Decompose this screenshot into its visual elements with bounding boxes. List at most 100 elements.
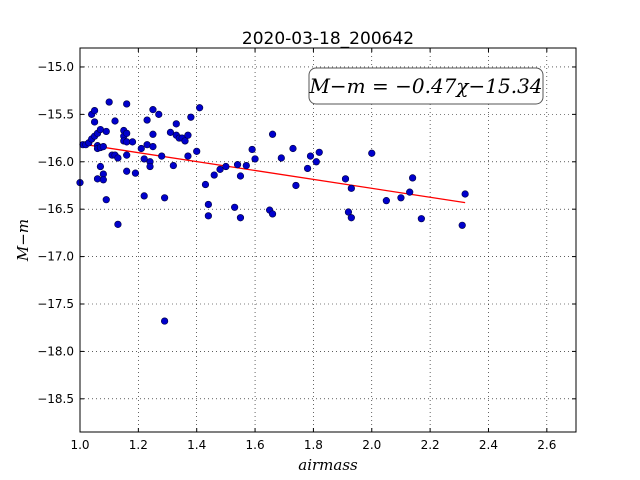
data-point bbox=[166, 128, 175, 136]
data-point bbox=[368, 149, 376, 157]
x-tick-label: 1.2 bbox=[129, 438, 148, 452]
data-point bbox=[149, 130, 157, 138]
data-point bbox=[277, 154, 285, 162]
data-point bbox=[90, 118, 99, 126]
data-point bbox=[128, 138, 137, 146]
data-point bbox=[169, 161, 177, 170]
data-point bbox=[196, 104, 204, 112]
data-point bbox=[102, 127, 110, 136]
data-point bbox=[347, 214, 355, 222]
data-point bbox=[312, 158, 320, 166]
data-point bbox=[248, 145, 256, 154]
data-points bbox=[76, 98, 469, 325]
data-point bbox=[149, 106, 157, 114]
data-point bbox=[137, 144, 145, 153]
data-point bbox=[99, 176, 107, 184]
data-point bbox=[184, 152, 192, 160]
data-point bbox=[204, 200, 212, 209]
data-point bbox=[99, 143, 107, 151]
data-point bbox=[105, 98, 113, 106]
data-point bbox=[341, 175, 350, 183]
y-axis-label: M−m bbox=[14, 219, 32, 262]
data-point bbox=[161, 317, 169, 325]
y-tick-label: −16.0 bbox=[37, 155, 74, 169]
data-point bbox=[155, 110, 163, 118]
data-point bbox=[397, 194, 405, 202]
data-point bbox=[231, 203, 239, 211]
x-tick-label: 2.2 bbox=[421, 438, 440, 452]
x-axis-ticks: 1.0 1.2 1.4 1.6 1.8 2.0 2.2 2.4 2.6 bbox=[70, 48, 556, 452]
annotation-box-border bbox=[308, 67, 544, 105]
data-point bbox=[268, 130, 277, 138]
data-point bbox=[315, 148, 323, 156]
data-point bbox=[123, 100, 131, 108]
data-point bbox=[236, 214, 245, 222]
annotation-box: M−m = −0.47χ−15.34 bbox=[308, 67, 544, 105]
y-axis-ticks: −15.0 −15.5 −16.0 −16.5 −17.0 −17.5 −18.0 −18.5 bbox=[37, 60, 576, 406]
data-point bbox=[90, 106, 99, 115]
fit-equation-text: M−m = −0.47χ−15.34 bbox=[308, 74, 542, 98]
data-point bbox=[216, 165, 224, 173]
data-point bbox=[344, 208, 353, 216]
chart-title: 2020-03-18_200642 bbox=[242, 29, 414, 49]
x-tick-label: 1.6 bbox=[246, 438, 265, 452]
data-point bbox=[242, 161, 250, 170]
data-point bbox=[306, 152, 315, 160]
data-point bbox=[158, 152, 166, 160]
data-point bbox=[406, 188, 414, 196]
data-point bbox=[303, 164, 312, 173]
x-tick-label: 2.4 bbox=[479, 438, 498, 452]
data-point bbox=[292, 181, 300, 190]
data-point bbox=[181, 137, 189, 145]
data-point bbox=[251, 155, 259, 163]
data-point bbox=[149, 143, 157, 151]
y-tick-label: −18.0 bbox=[37, 344, 74, 358]
fit-line bbox=[79, 143, 466, 204]
x-tick-label: 2.0 bbox=[362, 438, 381, 452]
data-point bbox=[461, 190, 469, 198]
x-tick-label: 2.6 bbox=[537, 438, 556, 452]
grid-lines bbox=[80, 48, 576, 432]
data-point bbox=[96, 162, 105, 171]
y-tick-label: −15.5 bbox=[37, 107, 74, 121]
data-point bbox=[222, 162, 230, 171]
data-point bbox=[187, 113, 195, 121]
data-point bbox=[146, 162, 154, 171]
data-point bbox=[172, 120, 180, 128]
data-point bbox=[236, 172, 245, 180]
data-point bbox=[458, 221, 466, 229]
x-tick-label: 1.8 bbox=[304, 438, 323, 452]
y-tick-label: −16.5 bbox=[37, 202, 74, 216]
data-point bbox=[93, 175, 102, 183]
fit-line-group bbox=[79, 143, 466, 204]
data-point bbox=[289, 144, 297, 153]
data-point bbox=[111, 117, 119, 125]
data-point bbox=[140, 192, 148, 200]
data-point bbox=[210, 171, 218, 179]
data-point bbox=[114, 220, 122, 228]
data-point bbox=[233, 161, 242, 169]
data-point bbox=[382, 197, 390, 205]
data-point bbox=[409, 174, 417, 182]
y-tick-label: −18.5 bbox=[37, 392, 74, 406]
y-tick-label: −15.0 bbox=[37, 60, 74, 74]
data-point bbox=[417, 215, 425, 223]
data-point bbox=[201, 180, 210, 189]
y-tick-label: −17.0 bbox=[37, 250, 74, 264]
plot-area-frame bbox=[79, 47, 577, 433]
data-point bbox=[114, 154, 122, 162]
data-point bbox=[204, 212, 212, 220]
data-point bbox=[123, 129, 131, 137]
x-tick-label: 1.4 bbox=[187, 438, 206, 452]
data-point bbox=[123, 167, 131, 175]
data-point bbox=[184, 131, 192, 139]
data-point bbox=[140, 155, 148, 163]
data-point bbox=[143, 116, 151, 124]
data-point bbox=[193, 147, 201, 155]
data-point bbox=[123, 151, 131, 159]
data-point bbox=[102, 196, 110, 204]
data-point bbox=[131, 169, 140, 177]
x-axis-label: airmass bbox=[298, 456, 358, 474]
x-tick-label: 1.0 bbox=[70, 438, 89, 452]
